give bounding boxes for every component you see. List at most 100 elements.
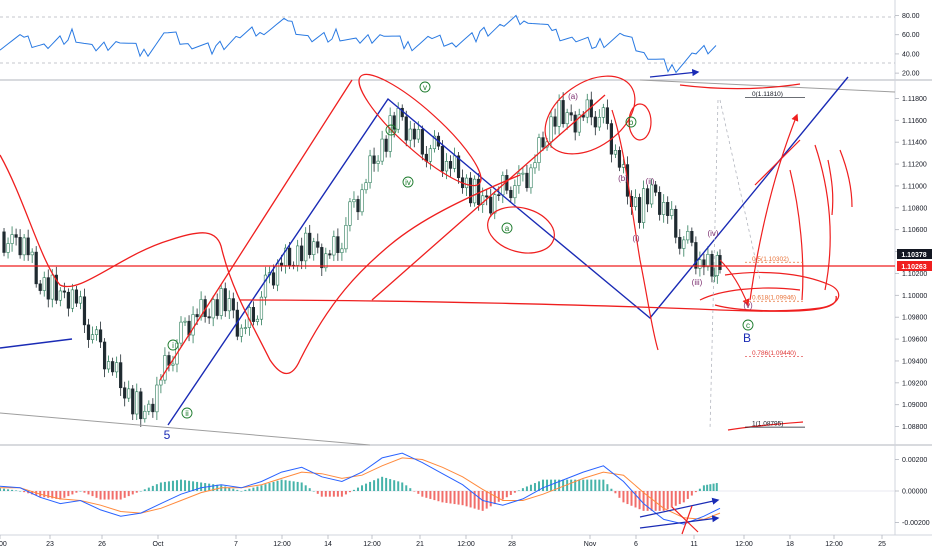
macd-hist-bar <box>405 485 408 491</box>
candle-body <box>231 298 235 311</box>
candle-body <box>489 196 493 214</box>
candle-body <box>521 172 525 175</box>
macd-hist-bar <box>308 488 311 491</box>
fib-level-label: 0.618(1.09946) <box>752 295 796 302</box>
macd-hist-bar <box>75 491 78 493</box>
candle-body <box>58 290 62 301</box>
macd-divergence-arrow-2 <box>639 515 720 529</box>
time-tick-label: 12:00 <box>363 541 381 548</box>
candle-body <box>710 253 714 277</box>
grey-trendline-lower <box>0 412 371 446</box>
current-price-badge-2: 1.10263 <box>897 261 932 271</box>
candle-body <box>694 242 698 269</box>
macd-hist-bar <box>570 479 573 491</box>
macd-hist-bar <box>135 491 138 493</box>
macd-hist-bar <box>574 479 577 491</box>
macd-hist-bar <box>678 491 681 505</box>
macd-hist-bar <box>715 483 718 491</box>
candle-body <box>263 274 268 298</box>
macd-hist-bar <box>87 491 90 495</box>
macd-hist-bar <box>385 477 388 491</box>
macd-hist-bar <box>200 482 203 491</box>
candle-body <box>215 299 219 316</box>
candle-body <box>191 314 195 336</box>
candle-body <box>473 178 477 204</box>
macd-hist-bar <box>328 491 331 497</box>
macd-hist-bar <box>0 488 1 491</box>
macd-hist-bar <box>461 491 464 506</box>
candle-body <box>271 272 276 286</box>
candle-body <box>388 115 392 152</box>
candle-body <box>597 117 601 128</box>
macd-hist-bar <box>83 491 86 493</box>
macd-ytick-label: 0.00000 <box>902 489 927 496</box>
candle-body <box>412 128 416 140</box>
macd-hist-bar <box>453 491 456 505</box>
candle-body <box>666 202 670 216</box>
candle-body <box>223 288 227 312</box>
time-tick-label: 12:00 <box>457 541 475 548</box>
macd-hist-bar <box>413 491 416 492</box>
macd-hist-bar <box>698 488 701 491</box>
macd-hist-bar <box>546 479 549 491</box>
macd-hist-bar <box>23 491 26 493</box>
macd-hist-bar <box>377 478 380 491</box>
candle-body <box>348 201 352 226</box>
macd-hist-bar <box>421 491 424 497</box>
candle-body <box>62 290 66 293</box>
projection-dash-2 <box>719 99 761 281</box>
macd-hist-bar <box>43 491 46 498</box>
price-ytick-label: 1.11200 <box>902 162 927 169</box>
macd-hist-bar <box>558 479 561 491</box>
time-tick-label: Oct <box>153 541 164 548</box>
macd-hist-bar <box>212 484 215 491</box>
candle-body <box>380 138 384 162</box>
price-ytick-label: 1.11000 <box>902 183 927 190</box>
candle-body <box>255 318 260 322</box>
macd-hist-bar <box>268 483 271 491</box>
price-ytick-label: 1.10800 <box>902 205 927 212</box>
candle-body <box>336 236 340 253</box>
macd-hist-bar <box>365 483 368 491</box>
time-axis[interactable]: 2:00 23 26 Oct 7 12:00 14 12:00 21 12:00 28 Nov 6 11 1… <box>0 535 886 548</box>
macd-hist-bar <box>288 480 291 491</box>
red-ellipse-wave-b <box>628 103 652 141</box>
macd-hist-bar <box>55 491 58 499</box>
candle-body <box>448 161 453 169</box>
candle-body <box>686 231 690 241</box>
candle-body <box>654 184 658 193</box>
candle-body <box>183 320 187 323</box>
macd-hist-bar <box>469 491 472 508</box>
red-curve-right-3 <box>839 149 853 208</box>
blue-left-segment <box>0 338 73 349</box>
candle-body <box>481 195 485 206</box>
candle-body <box>372 155 376 164</box>
macd-hist-bar <box>630 491 633 506</box>
candle-body <box>179 321 183 344</box>
candle-body <box>464 177 469 189</box>
candle-body <box>46 277 50 300</box>
red-curve-top-right <box>679 83 801 90</box>
macd-hist-bar <box>304 485 307 491</box>
macd-hist-bar <box>642 491 645 511</box>
price-ytick-label: 1.08800 <box>902 424 927 431</box>
candle-body <box>219 288 223 316</box>
candle-body <box>328 253 332 256</box>
candle-body <box>82 296 87 326</box>
candle-body <box>613 150 618 155</box>
macd-hist-bar <box>115 491 118 500</box>
candle-body <box>151 403 155 413</box>
macd-hist-bar <box>437 491 440 502</box>
candle-body <box>143 410 147 420</box>
macd-hist-bar <box>686 491 689 499</box>
candle-body <box>368 155 372 183</box>
macd-hist-bar <box>646 491 649 511</box>
macd-hist-bar <box>260 485 263 491</box>
macd-hist-bar <box>296 481 299 491</box>
macd-hist-bar <box>542 479 545 491</box>
macd-red-cross-2 <box>681 505 693 535</box>
wave-label-5: 5 <box>164 428 171 442</box>
fib-level-label: 0(1.11810) <box>752 91 783 98</box>
candle-body <box>300 245 304 262</box>
